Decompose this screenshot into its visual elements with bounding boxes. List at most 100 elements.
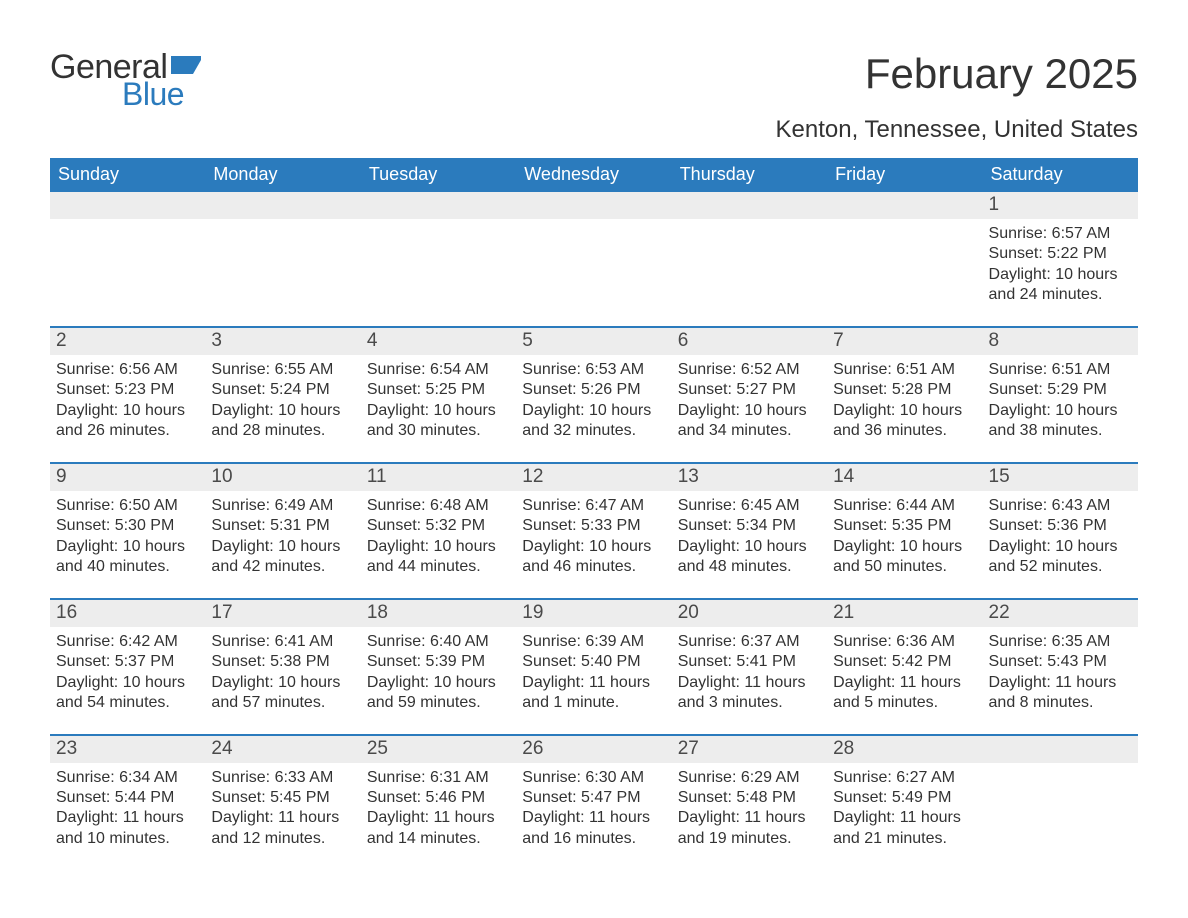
calendar-weeks-container: 1Sunrise: 6:57 AMSunset: 5:22 PMDaylight… [50,192,1138,869]
day-number: 11 [361,464,516,491]
day-body: Sunrise: 6:31 AMSunset: 5:46 PMDaylight:… [361,763,516,850]
day-body: Sunrise: 6:40 AMSunset: 5:39 PMDaylight:… [361,627,516,714]
sunrise-text: Sunrise: 6:39 AM [522,632,665,652]
sunrise-text: Sunrise: 6:50 AM [56,496,199,516]
day-body: Sunrise: 6:39 AMSunset: 5:40 PMDaylight:… [516,627,671,714]
daylight-text: Daylight: 10 hours and 26 minutes. [56,401,199,442]
day-number [672,192,827,219]
daylight-text: Daylight: 10 hours and 48 minutes. [678,537,821,578]
sunset-text: Sunset: 5:41 PM [678,652,821,672]
day-body: Sunrise: 6:49 AMSunset: 5:31 PMDaylight:… [205,491,360,578]
day-cell: 6Sunrise: 6:52 AMSunset: 5:27 PMDaylight… [672,328,827,462]
week-row: 2Sunrise: 6:56 AMSunset: 5:23 PMDaylight… [50,326,1138,462]
sunrise-text: Sunrise: 6:40 AM [367,632,510,652]
sunrise-text: Sunrise: 6:44 AM [833,496,976,516]
day-cell [50,192,205,326]
day-cell [205,192,360,326]
day-number: 8 [983,328,1138,355]
sunset-text: Sunset: 5:35 PM [833,516,976,536]
day-body: Sunrise: 6:55 AMSunset: 5:24 PMDaylight:… [205,355,360,442]
sunrise-text: Sunrise: 6:54 AM [367,360,510,380]
day-number: 25 [361,736,516,763]
week-row: 16Sunrise: 6:42 AMSunset: 5:37 PMDayligh… [50,598,1138,734]
sunset-text: Sunset: 5:36 PM [989,516,1132,536]
day-number: 5 [516,328,671,355]
day-cell: 26Sunrise: 6:30 AMSunset: 5:47 PMDayligh… [516,736,671,870]
day-body: Sunrise: 6:54 AMSunset: 5:25 PMDaylight:… [361,355,516,442]
day-body: Sunrise: 6:56 AMSunset: 5:23 PMDaylight:… [50,355,205,442]
day-number: 6 [672,328,827,355]
day-body [361,219,516,224]
day-number: 24 [205,736,360,763]
sunset-text: Sunset: 5:39 PM [367,652,510,672]
daylight-text: Daylight: 11 hours and 5 minutes. [833,673,976,714]
sunrise-text: Sunrise: 6:29 AM [678,768,821,788]
day-number: 20 [672,600,827,627]
day-body: Sunrise: 6:30 AMSunset: 5:47 PMDaylight:… [516,763,671,850]
day-body: Sunrise: 6:36 AMSunset: 5:42 PMDaylight:… [827,627,982,714]
day-cell: 27Sunrise: 6:29 AMSunset: 5:48 PMDayligh… [672,736,827,870]
day-cell: 24Sunrise: 6:33 AMSunset: 5:45 PMDayligh… [205,736,360,870]
daylight-text: Daylight: 11 hours and 12 minutes. [211,808,354,849]
day-body [983,763,1138,768]
day-number: 26 [516,736,671,763]
day-cell: 16Sunrise: 6:42 AMSunset: 5:37 PMDayligh… [50,600,205,734]
sunset-text: Sunset: 5:37 PM [56,652,199,672]
day-body: Sunrise: 6:52 AMSunset: 5:27 PMDaylight:… [672,355,827,442]
day-number [827,192,982,219]
day-number: 14 [827,464,982,491]
sunset-text: Sunset: 5:22 PM [989,244,1132,264]
day-cell [672,192,827,326]
day-number [516,192,671,219]
day-cell [983,736,1138,870]
daylight-text: Daylight: 10 hours and 24 minutes. [989,265,1132,306]
day-number [50,192,205,219]
daylight-text: Daylight: 10 hours and 36 minutes. [833,401,976,442]
page-header: General Blue February 2025 Kenton, Tenne… [50,50,1138,144]
sunset-text: Sunset: 5:42 PM [833,652,976,672]
daylight-text: Daylight: 10 hours and 28 minutes. [211,401,354,442]
day-body: Sunrise: 6:27 AMSunset: 5:49 PMDaylight:… [827,763,982,850]
brand-text-blue: Blue [122,78,184,110]
day-cell: 1Sunrise: 6:57 AMSunset: 5:22 PMDaylight… [983,192,1138,326]
day-cell: 25Sunrise: 6:31 AMSunset: 5:46 PMDayligh… [361,736,516,870]
day-body [50,219,205,224]
day-body [516,219,671,224]
day-body: Sunrise: 6:33 AMSunset: 5:45 PMDaylight:… [205,763,360,850]
daylight-text: Daylight: 10 hours and 57 minutes. [211,673,354,714]
sunset-text: Sunset: 5:34 PM [678,516,821,536]
sunrise-text: Sunrise: 6:35 AM [989,632,1132,652]
day-cell: 9Sunrise: 6:50 AMSunset: 5:30 PMDaylight… [50,464,205,598]
daylight-text: Daylight: 11 hours and 14 minutes. [367,808,510,849]
sunset-text: Sunset: 5:33 PM [522,516,665,536]
sunrise-text: Sunrise: 6:37 AM [678,632,821,652]
daylight-text: Daylight: 11 hours and 19 minutes. [678,808,821,849]
daylight-text: Daylight: 10 hours and 44 minutes. [367,537,510,578]
sunrise-text: Sunrise: 6:49 AM [211,496,354,516]
day-body: Sunrise: 6:42 AMSunset: 5:37 PMDaylight:… [50,627,205,714]
day-number: 4 [361,328,516,355]
dow-cell: Friday [827,158,982,192]
week-row: 23Sunrise: 6:34 AMSunset: 5:44 PMDayligh… [50,734,1138,870]
day-body: Sunrise: 6:34 AMSunset: 5:44 PMDaylight:… [50,763,205,850]
day-body: Sunrise: 6:48 AMSunset: 5:32 PMDaylight:… [361,491,516,578]
sunset-text: Sunset: 5:46 PM [367,788,510,808]
calendar-page: General Blue February 2025 Kenton, Tenne… [0,0,1188,918]
day-number: 2 [50,328,205,355]
day-cell: 5Sunrise: 6:53 AMSunset: 5:26 PMDaylight… [516,328,671,462]
sunset-text: Sunset: 5:26 PM [522,380,665,400]
daylight-text: Daylight: 10 hours and 54 minutes. [56,673,199,714]
day-body [205,219,360,224]
day-body: Sunrise: 6:35 AMSunset: 5:43 PMDaylight:… [983,627,1138,714]
day-cell: 22Sunrise: 6:35 AMSunset: 5:43 PMDayligh… [983,600,1138,734]
day-number: 23 [50,736,205,763]
day-cell: 21Sunrise: 6:36 AMSunset: 5:42 PMDayligh… [827,600,982,734]
day-cell: 20Sunrise: 6:37 AMSunset: 5:41 PMDayligh… [672,600,827,734]
day-body: Sunrise: 6:37 AMSunset: 5:41 PMDaylight:… [672,627,827,714]
daylight-text: Daylight: 10 hours and 59 minutes. [367,673,510,714]
day-cell [516,192,671,326]
day-cell: 8Sunrise: 6:51 AMSunset: 5:29 PMDaylight… [983,328,1138,462]
sunrise-text: Sunrise: 6:47 AM [522,496,665,516]
daylight-text: Daylight: 11 hours and 1 minute. [522,673,665,714]
sunrise-text: Sunrise: 6:51 AM [833,360,976,380]
